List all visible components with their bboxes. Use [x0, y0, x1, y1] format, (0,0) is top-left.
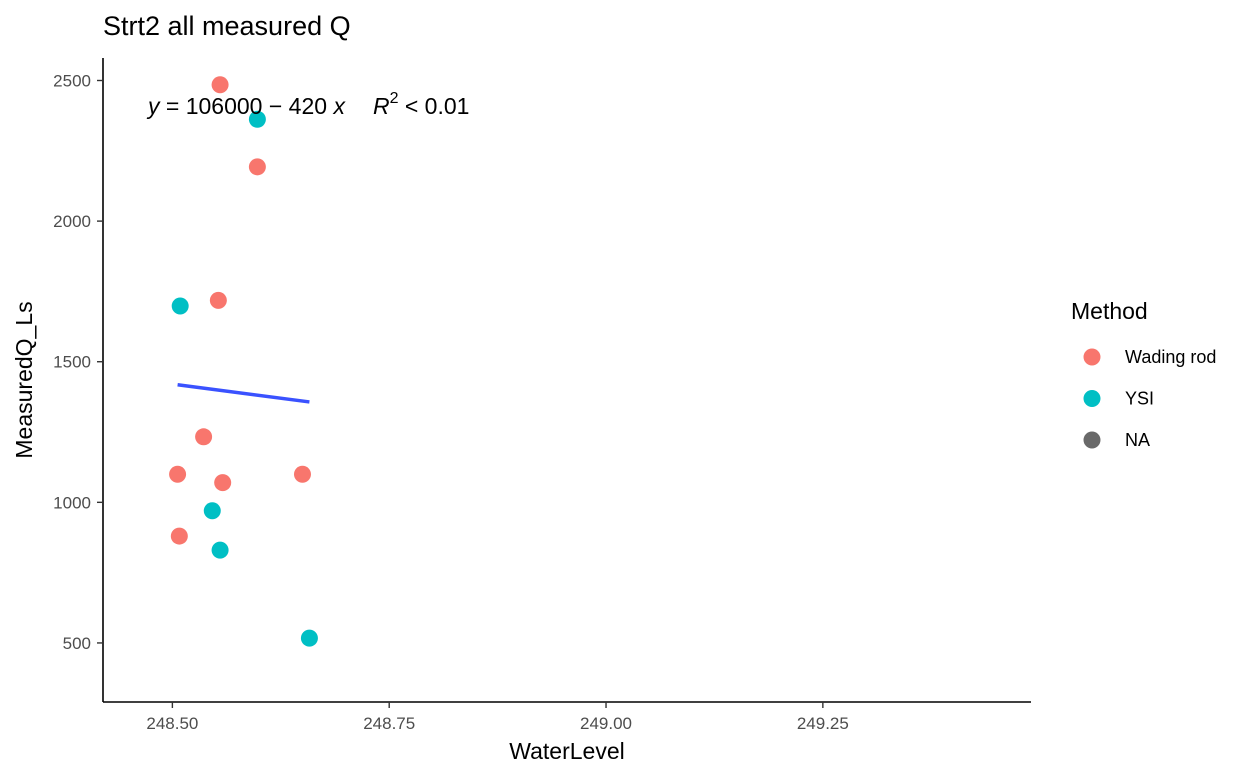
regression-line	[177, 383, 310, 404]
point-wading-rod	[169, 465, 187, 483]
point-wading-rod	[214, 474, 232, 492]
x-tick-label: 249.25	[797, 714, 849, 733]
legend: Method Wading rod YSI NA	[1071, 298, 1216, 450]
legend-title: Method	[1071, 298, 1148, 324]
legend-key-wading-rod	[1083, 348, 1101, 366]
point-wading-rod	[170, 527, 188, 545]
equation-y-var: y	[146, 93, 161, 119]
y-tick-label: 500	[63, 634, 91, 653]
y-axis-ticks: 500 1000 1500 2000 2500	[53, 71, 103, 653]
chart-title: Strt2 all measured Q	[103, 11, 351, 41]
x-axis-ticks: 248.50 248.75 249.00 249.25	[146, 702, 849, 733]
legend-label-ysi: YSI	[1125, 389, 1154, 409]
point-ysi	[211, 541, 229, 559]
legend-label-na: NA	[1125, 430, 1150, 450]
y-axis-title: MeasuredQ_Ls	[11, 301, 37, 458]
legend-key-ysi	[1083, 390, 1101, 407]
equation-r-rest: < 0.01	[398, 93, 469, 119]
equation-x-var: x	[332, 93, 346, 119]
point-ysi	[203, 502, 221, 520]
x-tick-label: 248.75	[363, 714, 415, 733]
plot-area	[169, 76, 318, 647]
legend-label-wading-rod: Wading rod	[1125, 347, 1216, 367]
y-tick-label: 1000	[53, 493, 91, 512]
point-wading-rod	[211, 76, 229, 94]
regression-equation: y = 106000 − 420 x R2 < 0.01	[146, 90, 469, 119]
point-ysi	[171, 297, 189, 315]
point-wading-rod	[248, 158, 266, 176]
equation-r-var: R	[373, 93, 390, 119]
equation-body: = 106000 − 420	[160, 93, 334, 119]
point-wading-rod	[209, 291, 227, 309]
point-ysi	[300, 629, 318, 647]
y-tick-label: 2000	[53, 212, 91, 231]
x-tick-label: 249.00	[580, 714, 632, 733]
y-tick-label: 1500	[53, 353, 91, 372]
y-tick-label: 2500	[53, 71, 91, 90]
equation-r-sup: 2	[390, 90, 399, 107]
point-ysi	[248, 110, 266, 128]
point-wading-rod	[293, 465, 311, 483]
point-wading-rod	[195, 428, 213, 446]
legend-key-na	[1083, 431, 1101, 449]
x-tick-label: 248.50	[146, 714, 198, 733]
x-axis-title: WaterLevel	[509, 738, 624, 764]
legend-items: Wading rod YSI NA	[1083, 347, 1216, 450]
